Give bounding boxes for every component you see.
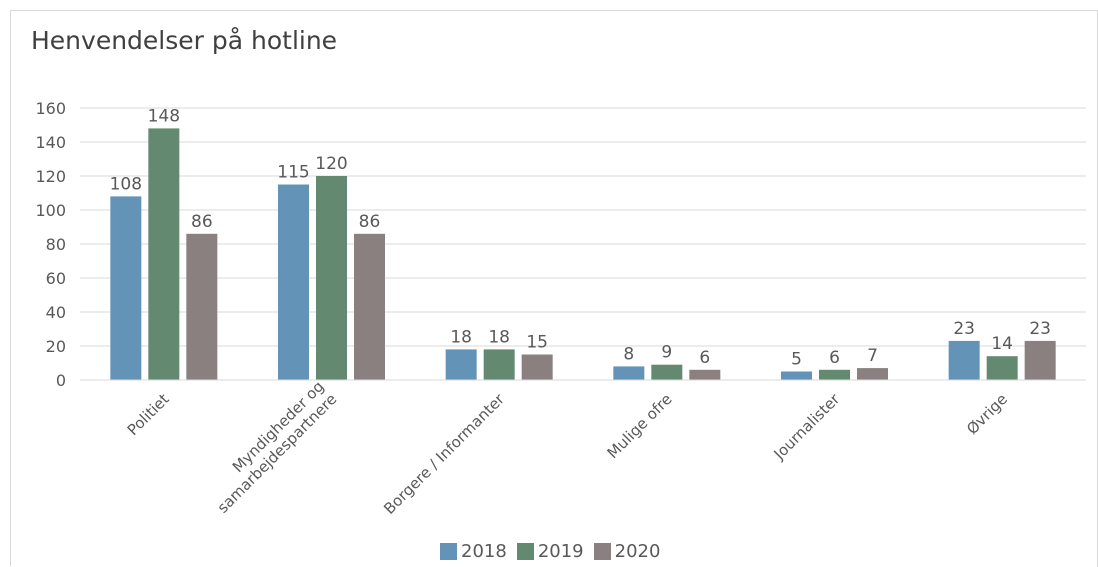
x-tick-label: Journalister	[770, 390, 844, 464]
x-tick-label-line: Journalister	[770, 390, 844, 464]
y-tick-label: 120	[35, 167, 66, 186]
legend-swatch	[593, 543, 611, 560]
data-label: 86	[191, 212, 213, 232]
data-label: 5	[791, 350, 802, 370]
y-tick-label: 40	[46, 303, 66, 322]
y-tick-label: 0	[56, 371, 66, 390]
x-tick-label: Myndigheder ogsamarbejdespartnere	[201, 377, 340, 516]
x-tick-label: Mulige ofre	[604, 390, 676, 462]
bar-2018	[613, 366, 645, 380]
data-label: 18	[450, 327, 472, 347]
x-tick-label-line: Politiet	[124, 390, 173, 439]
data-label: 18	[488, 327, 510, 347]
bar-2020	[186, 233, 218, 380]
y-tick-label: 20	[46, 337, 66, 356]
x-tick-label: Øvrige	[963, 390, 1011, 438]
x-tick-label-line: Mulige ofre	[604, 390, 676, 462]
bar-2020	[521, 354, 553, 380]
chart-legend: 2018 2019 2020	[440, 541, 660, 562]
bar-2019	[819, 369, 850, 380]
x-tick-label-line: Borgere / Informanter	[380, 390, 508, 518]
legend-item-2019: 2019	[516, 541, 584, 562]
data-label: 6	[699, 348, 710, 368]
y-tick-label: 160	[35, 99, 66, 118]
data-label: 23	[1029, 319, 1051, 339]
y-tick-label: 140	[35, 133, 66, 152]
y-tick-label: 100	[35, 201, 66, 220]
bar-2018	[278, 184, 309, 380]
data-label: 108	[110, 174, 142, 194]
bar-2020	[1024, 340, 1056, 380]
y-tick-label: 80	[46, 235, 66, 254]
data-label: 148	[148, 106, 180, 126]
legend-swatch	[440, 543, 457, 560]
legend-label: 2019	[537, 541, 584, 562]
chart-title: Henvendelser på hotline	[31, 26, 338, 55]
x-tick-label: Politiet	[124, 390, 173, 439]
bar-2020	[857, 368, 888, 380]
data-label: 7	[867, 346, 878, 366]
bar-2020	[689, 369, 721, 380]
bar-2019	[651, 364, 683, 380]
data-label: 120	[315, 154, 347, 174]
data-label: 86	[359, 212, 381, 232]
legend-item-2020: 2020	[593, 541, 661, 562]
data-label: 115	[277, 163, 309, 183]
data-label: 23	[953, 319, 975, 339]
bar-2019	[483, 349, 515, 380]
data-label: 15	[526, 333, 548, 353]
bar-2018	[110, 196, 142, 380]
data-label: 6	[829, 348, 840, 368]
legend-label: 2020	[614, 541, 661, 562]
legend-swatch	[516, 543, 534, 560]
data-label: 14	[991, 334, 1013, 354]
data-label: 9	[661, 343, 672, 363]
y-tick-label: 60	[46, 269, 66, 288]
bar-2018	[445, 349, 477, 380]
bar-2019	[316, 176, 347, 380]
x-tick-label-line: Øvrige	[963, 390, 1011, 438]
bar-2018	[948, 340, 980, 380]
bar-2019	[986, 356, 1018, 380]
x-tick-label-line: samarbejdespartnere	[214, 390, 341, 517]
legend-item-2018: 2018	[440, 541, 507, 562]
bar-2020	[354, 233, 385, 380]
x-tick-label: Borgere / Informanter	[380, 390, 508, 518]
legend-label: 2018	[461, 541, 507, 562]
data-label: 8	[623, 344, 634, 364]
bar-2019	[148, 128, 180, 380]
bar-2018	[781, 371, 812, 380]
